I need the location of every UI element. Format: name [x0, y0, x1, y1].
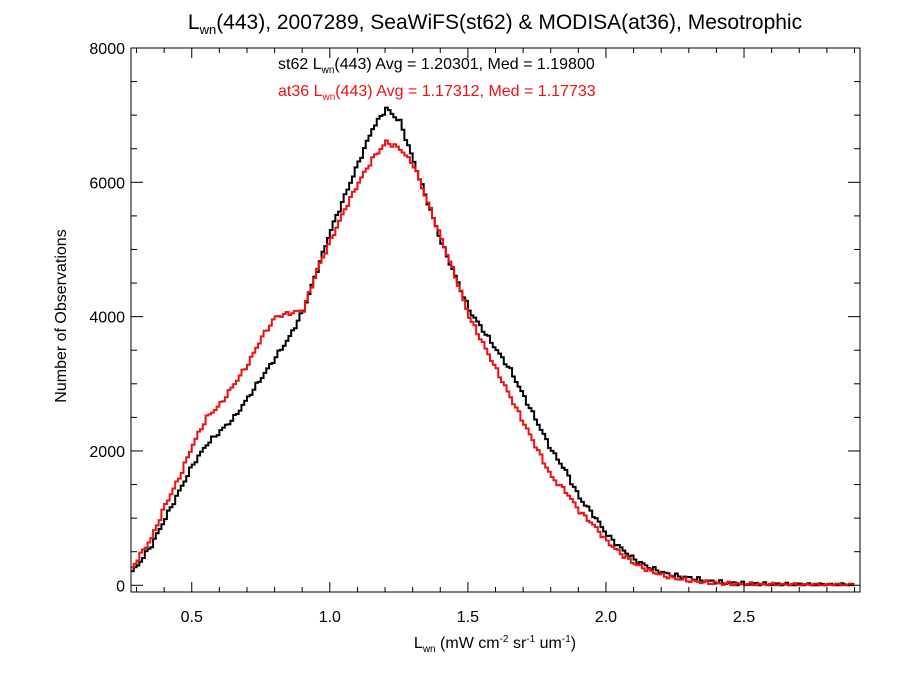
y-tick-label: 0	[116, 578, 125, 595]
series-line-1	[131, 139, 855, 587]
y-axis-label: Number of Observations	[53, 229, 70, 402]
x-tick-label: 2.5	[733, 609, 755, 626]
x-tick-label: 1.0	[319, 609, 341, 626]
annotation-at36: at36 Lwn(443) Avg = 1.17312, Med = 1.177…	[278, 83, 596, 103]
y-tick-label: 4000	[89, 310, 125, 327]
series-line-0	[131, 106, 855, 587]
x-tick-label: 2.0	[595, 609, 617, 626]
y-tick-label: 8000	[89, 41, 125, 58]
chart-title: Lwn(443), 2007289, SeaWiFS(st62) & MODIS…	[188, 11, 802, 37]
x-tick-label: 0.5	[181, 609, 203, 626]
x-tick-label: 1.5	[457, 609, 479, 626]
axis-ticks: 0.5 1.0 1.5 2.0 2.5 0 2000 4000 6000 8000	[89, 41, 860, 626]
x-axis-label: Lwn (mW cm-2 sr-1 um-1)	[414, 634, 576, 655]
y-tick-label: 6000	[89, 175, 125, 192]
annotation-st62: st62 Lwn(443) Avg = 1.20301, Med = 1.198…	[278, 56, 595, 76]
y-tick-label: 2000	[89, 444, 125, 461]
plot-frame	[130, 47, 861, 593]
series-layer	[131, 106, 855, 587]
